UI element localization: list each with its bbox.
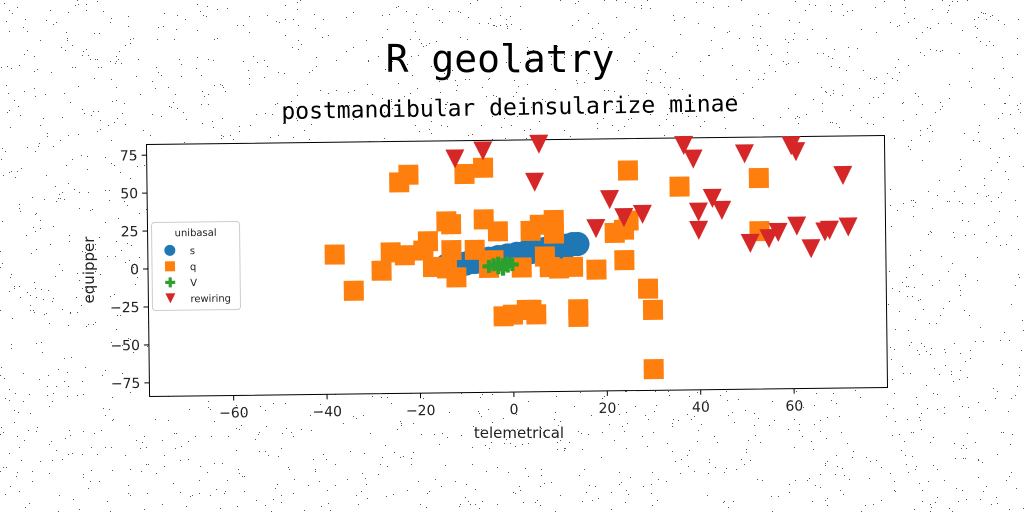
data-point [786,142,806,162]
chart-title: R geolatry [386,37,615,81]
data-point [472,157,494,178]
data-point [614,208,634,228]
y-tick-label: 50 [120,186,138,202]
data-point [324,244,345,265]
data-point [768,222,788,242]
tick-labels: −60 −40 −20 0 20 40 60 75 50 25 0 −25 −50 −75 [110,148,803,421]
data-point [543,223,565,244]
data-point [440,214,462,235]
data-point [511,257,532,278]
legend-title: unibasal [175,228,217,240]
data-point [734,144,754,164]
legend-marker-q [164,261,176,272]
data-point [562,256,584,277]
y-tick-label: 0 [130,262,139,278]
x-tick-label: −40 [312,404,342,420]
legend-marker-rewiring [165,293,176,304]
y-tick-label: 25 [121,224,139,240]
chart-marks [324,134,858,380]
x-tick-label: 0 [510,402,519,418]
legend-entry-rewiring: rewiring [190,294,231,305]
y-axis-label: equipper [80,236,98,304]
data-point [614,250,635,271]
data-point [838,217,858,237]
data-point [586,259,607,280]
x-tick-label: 60 [785,399,803,415]
data-point [787,216,807,236]
data-point [683,149,703,169]
data-point [446,267,467,288]
data-point [525,172,545,192]
x-tick-label: −20 [406,403,436,419]
legend-marker-V [165,277,176,288]
data-point [632,204,652,224]
data-point [674,135,694,156]
data-point [748,167,769,189]
data-point [394,245,415,266]
data-point [833,165,853,185]
x-tick-label: −60 [219,405,249,421]
series-rewiring [445,134,858,259]
series-V [482,256,519,276]
data-point [642,299,664,321]
data-point [441,239,462,261]
y-tick-label: 75 [120,148,138,164]
data-point [689,220,709,240]
data-point [445,149,465,169]
data-point [688,202,708,222]
legend-entry-V: V [190,278,197,289]
data-point [568,306,589,327]
data-point [491,256,505,270]
data-point [599,189,619,210]
data-point [526,304,547,325]
data-point [643,358,664,380]
data-point [343,280,364,301]
data-point [398,164,419,185]
data-point [740,233,760,253]
data-point [464,239,485,260]
data-point [637,278,659,299]
data-point [417,231,439,252]
legend-entry-q: q [190,262,196,273]
legend-box [151,221,242,312]
data-point [496,262,510,276]
data-point [819,220,839,240]
data-point [586,218,606,239]
data-point [505,258,519,272]
data-point [371,260,392,281]
legend-entry-s: s [190,246,195,257]
legend-marker-s [164,244,176,256]
chart-subtitle: postmandibular deinsularize minae [281,91,738,125]
data-point [801,239,821,259]
data-point [454,163,475,185]
data-point [617,160,639,181]
x-tick-label: 20 [598,401,616,417]
x-axis-label: telemetrical [474,424,564,442]
data-point [565,231,590,257]
y-tick-label: −50 [110,338,140,354]
data-point [529,134,549,154]
data-point [759,229,779,249]
data-point [712,200,732,220]
data-point [487,221,509,242]
y-tick-label: −25 [110,300,140,316]
data-point [473,141,493,161]
series-q [324,157,770,380]
data-point [702,188,722,208]
y-tick-label: −75 [111,376,141,392]
x-tick-label: 40 [692,400,710,416]
data-point [669,176,690,197]
